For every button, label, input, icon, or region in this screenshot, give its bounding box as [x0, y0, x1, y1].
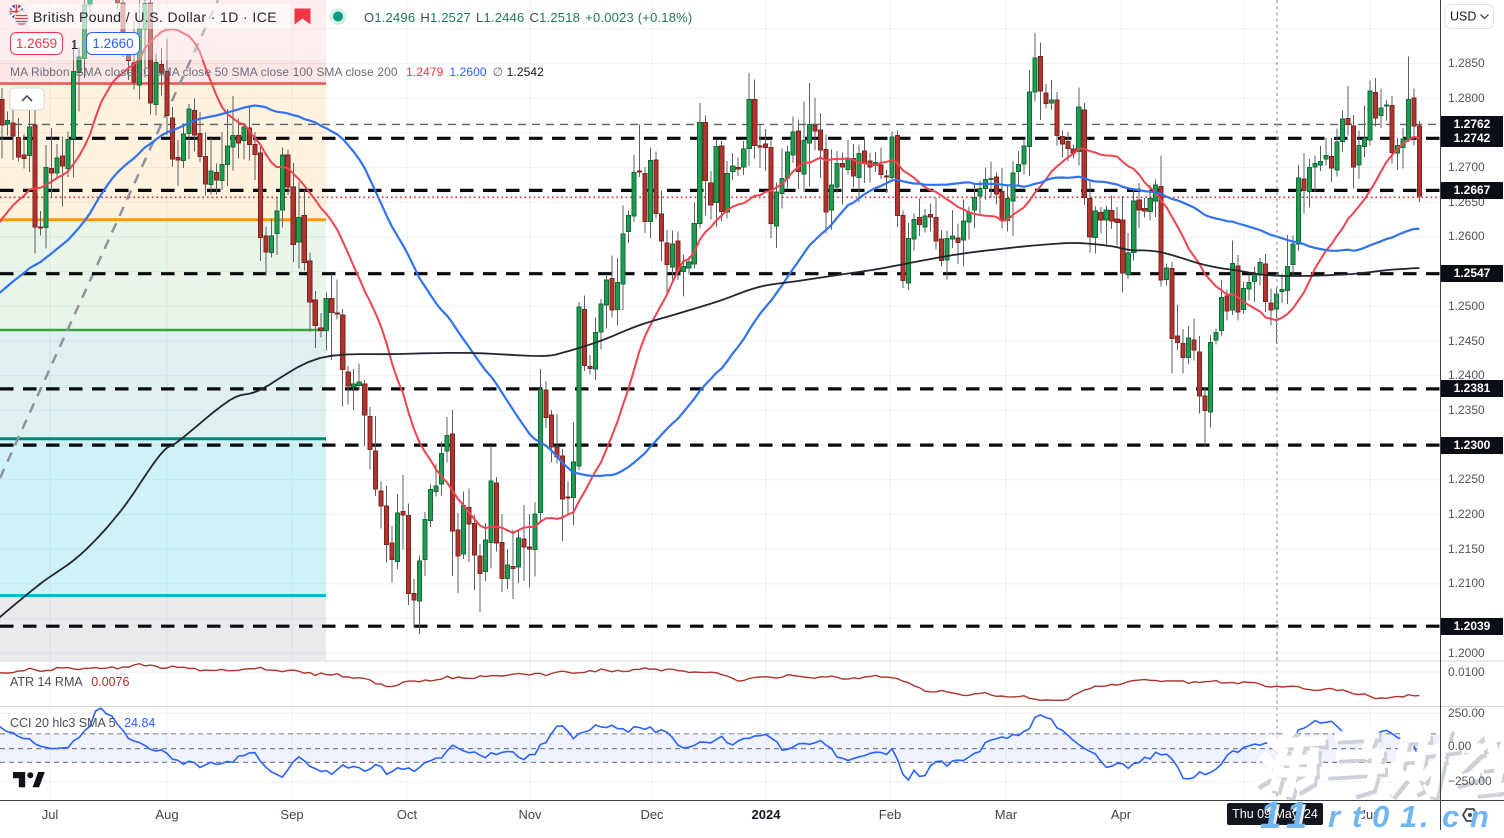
svg-text:USD: USD	[1450, 10, 1476, 24]
